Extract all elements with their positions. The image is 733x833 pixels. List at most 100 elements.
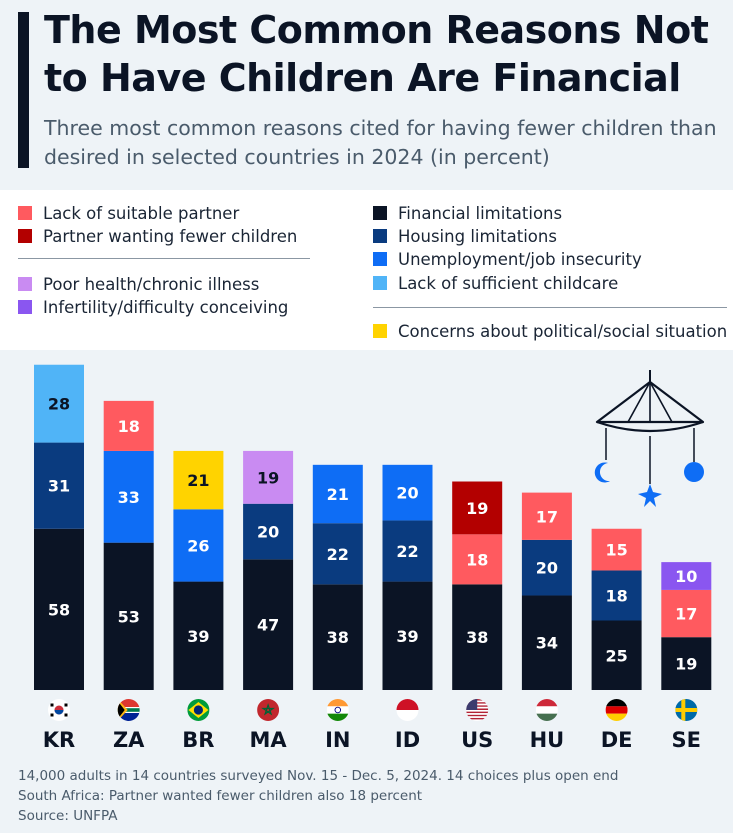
bar-segment-hu-2 bbox=[521, 539, 572, 596]
data-label-se-3: 10 bbox=[675, 567, 697, 586]
bar-segment-us-3 bbox=[452, 481, 503, 535]
legend-label: Partner wanting fewer children bbox=[43, 226, 298, 246]
legend-label: Poor health/chronic illness bbox=[43, 274, 260, 294]
data-label-za-1: 53 bbox=[118, 607, 140, 626]
bar-segment-hu-1 bbox=[521, 595, 572, 690]
legend-item-poor-health: Poor health/chronic illness bbox=[18, 272, 259, 296]
bar-segment-us-1 bbox=[452, 584, 503, 690]
baby-mobile-illustration bbox=[594, 370, 705, 507]
data-label-se-2: 17 bbox=[675, 605, 697, 624]
bar-segment-kr-3 bbox=[34, 364, 84, 443]
bar-segment-de-3 bbox=[591, 528, 642, 571]
data-label-br-2: 26 bbox=[187, 536, 209, 555]
data-label-ma-1: 47 bbox=[257, 616, 279, 635]
data-label-us-1: 38 bbox=[466, 628, 488, 647]
bar-segment-de-2 bbox=[591, 570, 642, 621]
bar-segment-br-1 bbox=[173, 581, 224, 690]
data-label-ma-3: 19 bbox=[257, 468, 279, 487]
category-label-kr: KR bbox=[43, 728, 75, 752]
category-label-hu: HU bbox=[530, 728, 565, 752]
flag-kr-icon bbox=[48, 699, 70, 721]
flag-de-icon bbox=[605, 699, 628, 721]
bar-segment-kr-1 bbox=[34, 528, 84, 690]
data-label-hu-3: 17 bbox=[536, 507, 558, 526]
legend-label: Financial limitations bbox=[398, 203, 563, 223]
data-label-id-2: 22 bbox=[396, 542, 418, 561]
stacked-bar-chart: 58 31 28 53 33 18 39 26 21 47 20 19 38 22 21 39 22 20 38 18… bbox=[34, 364, 712, 752]
data-label-de-3: 15 bbox=[605, 541, 627, 560]
data-label-in-1: 38 bbox=[327, 628, 349, 647]
footer: 14,000 adults in 14 countries surveyed N… bbox=[18, 766, 718, 826]
category-label-ma: MA bbox=[250, 728, 288, 752]
bar-segment-se-1 bbox=[661, 637, 712, 690]
legend-swatch bbox=[18, 300, 32, 314]
legend-item-housing: Housing limitations bbox=[373, 224, 557, 248]
legend-label: Lack of suitable partner bbox=[43, 203, 240, 223]
legend-label: Concerns about political/social situatio… bbox=[398, 321, 728, 341]
data-label-in-2: 22 bbox=[327, 545, 349, 564]
legend-item-partner-fewer-children: Partner wanting fewer children bbox=[18, 224, 297, 248]
category-label-za: ZA bbox=[113, 728, 145, 752]
category-label-in: IN bbox=[325, 728, 350, 752]
data-label-br-3: 21 bbox=[187, 471, 209, 490]
chart-title: The Most Common Reasons Not to Have Chil… bbox=[44, 8, 709, 100]
legend-item-infertility: Infertility/difficulty conceiving bbox=[18, 295, 288, 319]
bar-segment-za-2 bbox=[103, 450, 154, 543]
category-label-de: DE bbox=[601, 728, 633, 752]
data-label-us-2: 18 bbox=[466, 550, 488, 569]
flag-id-icon bbox=[396, 699, 419, 721]
legend-label: Infertility/difficulty conceiving bbox=[43, 297, 289, 317]
chart-area: 58 31 28 53 33 18 39 26 21 47 20 19 38 22 21 39 22 20 38 18… bbox=[0, 350, 733, 760]
header: The Most Common Reasons Not to Have Chil… bbox=[0, 0, 733, 190]
bar-segment-id-1 bbox=[382, 581, 433, 690]
source-note: Source: UNFPA bbox=[18, 808, 118, 824]
legend-swatch bbox=[373, 324, 387, 338]
legend-swatch bbox=[373, 229, 387, 243]
legend-divider bbox=[373, 307, 727, 308]
data-label-id-1: 39 bbox=[396, 627, 418, 646]
bar-segment-br-3 bbox=[173, 450, 224, 510]
legend-item-unemployment: Unemployment/job insecurity bbox=[373, 247, 642, 271]
flag-hu-icon bbox=[535, 699, 558, 721]
legend-item-childcare: Lack of sufficient childcare bbox=[373, 271, 618, 295]
footnote-survey: 14,000 adults in 14 countries surveyed N… bbox=[18, 768, 619, 784]
bar-segment-id-3 bbox=[382, 464, 433, 521]
flag-us-icon bbox=[466, 699, 489, 721]
legend-item-lack-of-partner: Lack of suitable partner bbox=[18, 201, 239, 225]
bar-segment-se-2 bbox=[661, 589, 712, 638]
bar-segment-se-3 bbox=[661, 562, 712, 590]
bar-segment-kr-2 bbox=[34, 442, 84, 529]
flag-br-icon bbox=[187, 699, 210, 721]
bar-segment-de-1 bbox=[591, 620, 642, 690]
legend-item-financial: Financial limitations bbox=[373, 201, 562, 225]
bar-segment-in-2 bbox=[312, 523, 363, 585]
data-label-se-1: 19 bbox=[675, 655, 697, 674]
bar-segment-za-3 bbox=[103, 400, 154, 451]
data-label-id-3: 20 bbox=[396, 484, 418, 503]
data-label-kr-2: 31 bbox=[48, 477, 70, 496]
bar-segment-us-2 bbox=[452, 534, 503, 585]
bar-segment-hu-3 bbox=[521, 492, 572, 540]
data-label-br-1: 39 bbox=[187, 627, 209, 646]
flag-in-icon bbox=[326, 699, 349, 721]
bar-segment-in-3 bbox=[312, 464, 363, 524]
category-label-se: SE bbox=[672, 728, 701, 752]
bar-segment-za-1 bbox=[103, 542, 154, 690]
bar-segment-ma-1 bbox=[243, 559, 294, 690]
data-label-in-3: 21 bbox=[327, 485, 349, 504]
legend-swatch bbox=[373, 206, 387, 220]
flag-se-icon bbox=[675, 699, 698, 721]
flag-ma-icon bbox=[257, 699, 280, 721]
legend-divider bbox=[18, 258, 310, 259]
bar-segment-in-1 bbox=[312, 584, 363, 690]
category-label-br: BR bbox=[182, 728, 214, 752]
title-accent-bar bbox=[18, 12, 29, 168]
legend-swatch bbox=[373, 276, 387, 290]
legend: Lack of suitable partner Partner wanting… bbox=[0, 190, 733, 350]
data-label-ma-2: 20 bbox=[257, 523, 279, 542]
legend-label: Lack of sufficient childcare bbox=[398, 273, 619, 293]
data-label-de-1: 25 bbox=[605, 646, 627, 665]
flag-za-icon bbox=[117, 699, 140, 721]
category-label-us: US bbox=[461, 728, 493, 752]
legend-swatch bbox=[18, 277, 32, 291]
